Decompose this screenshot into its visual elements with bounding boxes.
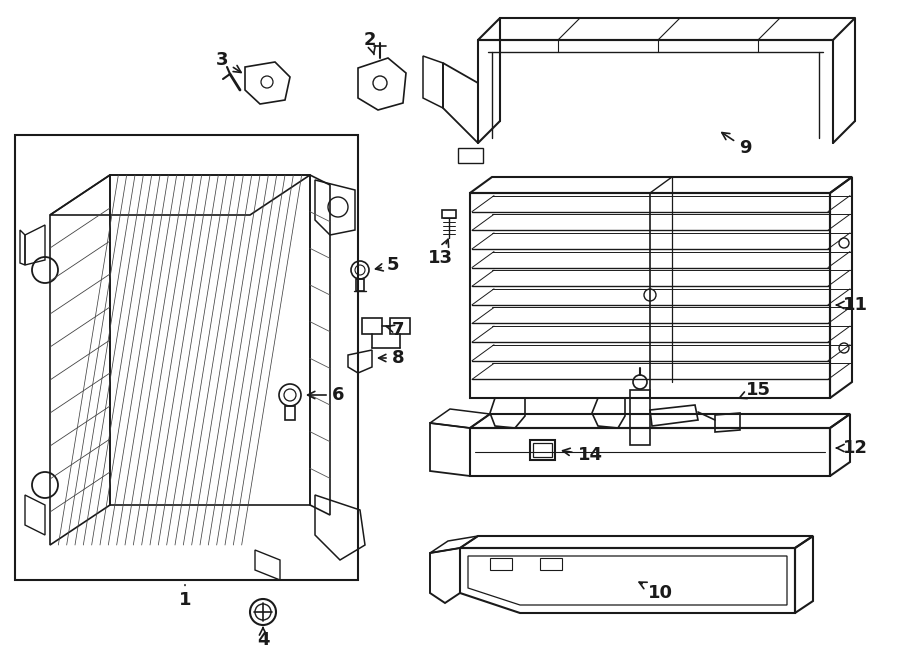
- Bar: [362, 318, 382, 334]
- Text: 14: 14: [562, 446, 602, 464]
- Text: 1: 1: [179, 585, 191, 609]
- Bar: [390, 318, 410, 334]
- Bar: [530, 440, 555, 460]
- Bar: [630, 390, 650, 445]
- Text: 10: 10: [639, 582, 672, 602]
- Bar: [285, 406, 295, 420]
- Text: 5: 5: [375, 256, 400, 274]
- Bar: [490, 558, 512, 570]
- Text: 4: 4: [256, 628, 269, 649]
- Text: 11: 11: [836, 296, 868, 314]
- Bar: [540, 558, 562, 570]
- Bar: [110, 175, 310, 505]
- Text: 9: 9: [722, 132, 752, 157]
- Bar: [533, 443, 552, 457]
- Text: 12: 12: [836, 439, 868, 457]
- Text: 3: 3: [216, 51, 241, 72]
- Text: 8: 8: [379, 349, 404, 367]
- Bar: [356, 279, 364, 291]
- Bar: [470, 193, 830, 398]
- Text: 6: 6: [308, 386, 344, 404]
- Text: 13: 13: [428, 239, 453, 267]
- Text: 7: 7: [386, 321, 404, 339]
- Bar: [470, 428, 830, 476]
- Bar: [15, 135, 358, 580]
- Text: 15: 15: [739, 381, 770, 399]
- Text: 2: 2: [364, 31, 376, 54]
